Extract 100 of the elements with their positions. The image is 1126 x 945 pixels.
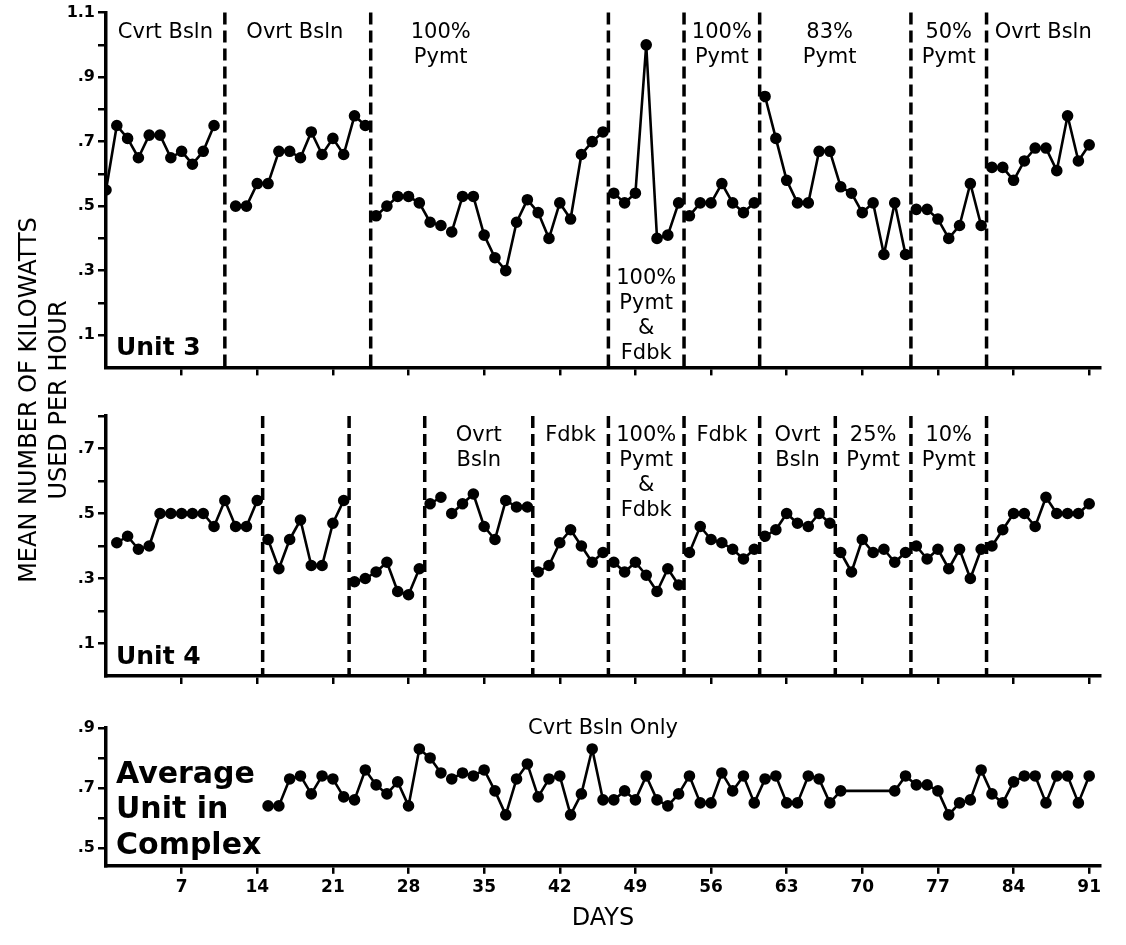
point xyxy=(186,507,199,520)
text: Unit 4 xyxy=(116,641,201,670)
point xyxy=(705,533,717,546)
point xyxy=(953,797,966,809)
y-axis-title: MEAN NUMBER OF KILOWATTS USED PER HOUR xyxy=(13,216,73,585)
x-tick-label: 28 xyxy=(396,876,421,897)
point xyxy=(1061,110,1074,122)
point xyxy=(208,520,220,533)
point xyxy=(910,203,923,216)
point xyxy=(553,197,566,209)
point xyxy=(467,770,480,782)
point xyxy=(737,206,750,219)
point xyxy=(608,187,620,200)
point xyxy=(597,546,609,559)
point xyxy=(564,809,577,821)
point xyxy=(1050,770,1063,782)
point xyxy=(543,232,555,245)
x-tick-label: 7 xyxy=(175,876,188,897)
point xyxy=(251,494,264,507)
point xyxy=(1040,142,1052,154)
point xyxy=(553,770,566,782)
point xyxy=(467,190,480,203)
point xyxy=(456,190,469,203)
point xyxy=(424,497,436,510)
point xyxy=(824,797,836,809)
point xyxy=(1040,797,1052,809)
x-tick-label: 35 xyxy=(472,876,496,897)
point xyxy=(1040,491,1052,504)
point xyxy=(208,119,220,132)
point xyxy=(402,588,415,601)
point xyxy=(597,794,609,806)
point xyxy=(240,520,253,533)
point xyxy=(316,559,328,572)
point xyxy=(273,800,285,812)
point xyxy=(499,809,512,821)
point xyxy=(337,148,350,161)
point xyxy=(586,556,598,569)
point xyxy=(316,770,328,782)
point xyxy=(175,507,188,520)
point xyxy=(532,206,544,219)
point xyxy=(942,562,955,575)
point xyxy=(262,533,274,546)
point xyxy=(964,572,977,585)
point xyxy=(532,566,544,578)
point xyxy=(283,773,296,785)
x-axis-title: DAYS xyxy=(571,902,635,931)
ref-line-label: 50% Pymt xyxy=(921,19,976,69)
point xyxy=(445,226,458,238)
point xyxy=(370,779,382,791)
point xyxy=(834,785,847,797)
ref-line-label: 100% Pymt & Fdbk xyxy=(616,422,677,522)
point xyxy=(478,229,490,241)
point xyxy=(564,213,577,225)
point xyxy=(791,517,804,530)
y-tick-label: .1 xyxy=(77,324,95,344)
point xyxy=(996,523,1009,536)
point xyxy=(824,145,836,158)
point xyxy=(294,151,307,164)
ref-line-label: Ovrt Bsln xyxy=(994,19,1092,44)
point xyxy=(986,788,998,800)
point xyxy=(564,523,577,536)
point xyxy=(553,536,566,549)
point xyxy=(132,151,145,164)
point xyxy=(1083,139,1095,151)
point xyxy=(726,785,739,797)
point xyxy=(510,501,523,513)
point xyxy=(273,562,285,575)
point xyxy=(186,158,199,170)
point xyxy=(435,491,447,504)
point xyxy=(1061,770,1074,782)
point xyxy=(694,520,707,533)
point xyxy=(337,494,350,507)
point xyxy=(197,507,210,520)
point xyxy=(359,572,372,585)
point xyxy=(813,507,825,520)
point xyxy=(964,177,977,190)
y-tick-label: .9 xyxy=(77,717,95,737)
point xyxy=(651,585,663,598)
point xyxy=(305,559,318,572)
point xyxy=(629,187,642,200)
point xyxy=(802,520,815,533)
point xyxy=(154,507,166,520)
point xyxy=(1029,770,1041,782)
point xyxy=(888,556,901,569)
point xyxy=(1072,507,1085,520)
point xyxy=(424,752,436,764)
x-tick-label: 84 xyxy=(1001,876,1026,897)
point xyxy=(165,507,177,520)
point xyxy=(294,514,307,526)
point xyxy=(435,219,447,232)
point xyxy=(748,197,761,209)
point xyxy=(640,569,653,582)
point xyxy=(283,533,296,546)
point xyxy=(1050,164,1063,177)
point xyxy=(1072,797,1085,809)
point xyxy=(791,197,804,209)
point xyxy=(337,791,350,803)
ref-line-label: 25% Pymt xyxy=(846,422,901,472)
ref-line-label: 100% Pymt & Fdbk xyxy=(616,264,677,364)
point xyxy=(629,556,642,569)
